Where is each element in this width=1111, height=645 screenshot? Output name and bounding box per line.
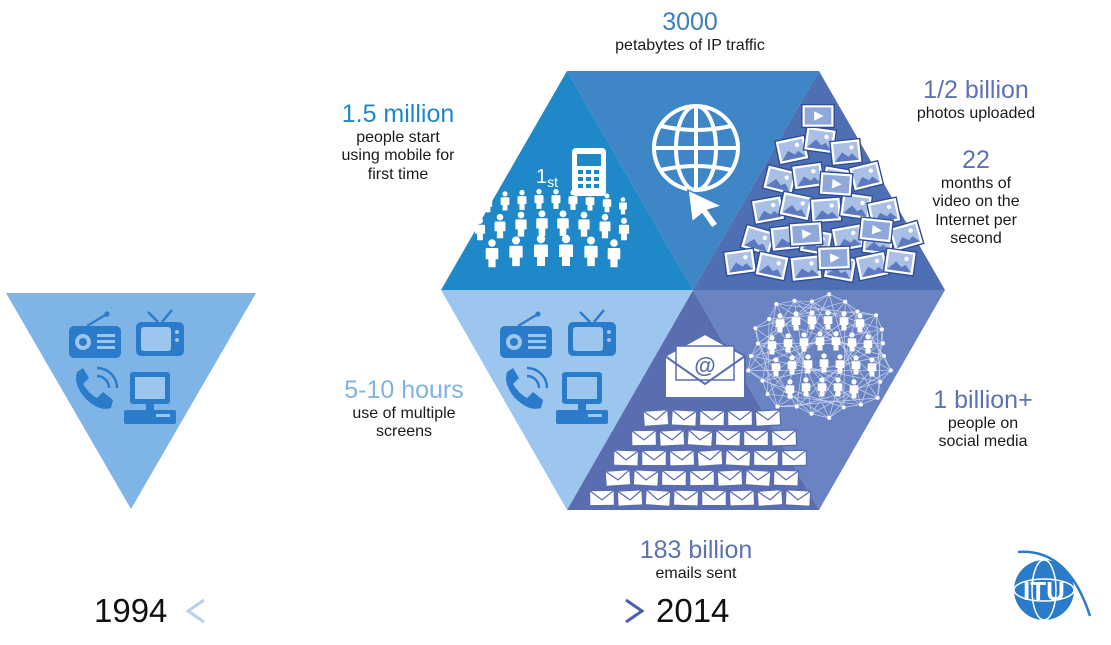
globe-icon — [654, 106, 738, 190]
stat-screens-label-line: use of multiple — [328, 405, 480, 423]
stat-video-label-line: Internet per — [906, 212, 1046, 230]
stat-video-label-line: video on the — [906, 193, 1046, 211]
stat-mobile-label-line: using mobile for — [316, 147, 480, 165]
svg-text:@: @ — [694, 353, 715, 378]
stat-video-label-line: months of — [906, 175, 1046, 193]
year-start: 1994 — [94, 592, 167, 630]
itu-logo-icon: ITU — [1014, 552, 1090, 620]
stat-screens-value: 5-10 hours — [328, 376, 480, 405]
mobile-phone-icon — [572, 148, 606, 196]
stat-mobile-label-line: first time — [316, 166, 480, 184]
year-end: 2014 — [656, 592, 729, 630]
computer-icon — [124, 372, 176, 424]
stat-screens: 5-10 hours use of multiple screens — [328, 376, 480, 442]
stat-emails: 183 billion emails sent — [606, 536, 786, 583]
stat-ip-traffic-value: 3000 — [600, 8, 780, 37]
stat-video: 22 months of video on the Internet per s… — [906, 146, 1046, 248]
timeline-arrow — [188, 600, 642, 622]
stat-mobile-label-line: people start — [316, 129, 480, 147]
stat-social-label-line: social media — [898, 433, 1068, 451]
stat-social-value: 1 billion+ — [898, 386, 1068, 415]
stat-video-value: 22 — [906, 146, 1046, 175]
stat-ip-traffic-label: petabytes of IP traffic — [600, 37, 780, 55]
stat-ip-traffic: 3000 petabytes of IP traffic — [600, 8, 780, 55]
stat-emails-value: 183 billion — [606, 536, 786, 565]
stat-screens-label-line: screens — [328, 423, 480, 441]
stat-mobile: 1.5 million people start using mobile fo… — [316, 100, 480, 184]
stat-social: 1 billion+ people on social media — [898, 386, 1068, 452]
stat-photos: 1/2 billion photos uploaded — [886, 76, 1066, 123]
svg-text:ITU: ITU — [1023, 576, 1065, 606]
stat-social-label-line: people on — [898, 415, 1068, 433]
stat-photos-label: photos uploaded — [886, 105, 1066, 123]
triangle-1994 — [6, 293, 256, 509]
stat-emails-label: emails sent — [606, 565, 786, 583]
stat-video-label-line: second — [906, 230, 1046, 248]
stat-photos-value: 1/2 billion — [886, 76, 1066, 105]
stat-mobile-value: 1.5 million — [316, 100, 480, 129]
